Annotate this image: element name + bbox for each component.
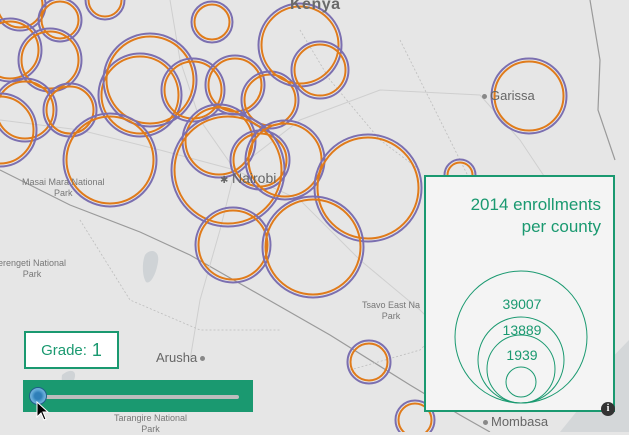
- grade-slider-panel: [23, 380, 253, 412]
- park-label-masai-mara: Masai Mara National Park: [22, 177, 105, 198]
- legend-title: 2014 enrollments per county: [470, 195, 601, 236]
- enrollment-circle: [173, 115, 283, 225]
- legend-circle-smallest: [505, 366, 537, 398]
- mouse-cursor-icon: [36, 401, 50, 421]
- enrollment-circle: [0, 95, 35, 165]
- city-dot-icon: [482, 94, 487, 100]
- enrollment-circle: [100, 55, 180, 135]
- enrollment-circle: [105, 35, 195, 125]
- park-label-tarangire: Tarangire National Park: [114, 413, 188, 434]
- park-label-tsavo-east: Tsavo East Na Park: [362, 300, 421, 321]
- legend-panel: 2014 enrollments per county 39007 13889 …: [424, 175, 615, 412]
- enrollment-circle: [193, 3, 231, 41]
- legend-circle-small: [486, 334, 556, 404]
- enrollment-circle: [40, 0, 80, 40]
- enrollment-circle: [20, 30, 80, 90]
- enrollment-circle-outline: [313, 133, 423, 243]
- enrollment-circle: [316, 136, 420, 240]
- grade-value: 1: [91, 339, 102, 360]
- enrollment-circle-outline: [0, 92, 38, 168]
- park-label-serengeti: erengeti National Park: [0, 258, 67, 279]
- enrollment-circle: [184, 106, 254, 176]
- info-icon[interactable]: i: [601, 402, 615, 416]
- enrollment-circle: [87, 0, 123, 18]
- capital-star-icon: ✱: [220, 175, 229, 186]
- enrollment-circle: [45, 85, 95, 135]
- enrollment-circle: [349, 342, 389, 382]
- grade-display: Grade: 1: [24, 331, 119, 369]
- lake-shape: [142, 250, 159, 283]
- enrollment-circle: [65, 115, 155, 205]
- city-label-arusha: Arusha: [156, 350, 208, 365]
- enrollment-circle-outline: [37, 0, 83, 43]
- enrollment-circle: [0, 80, 55, 140]
- city-label-mombasa: Mombasa: [480, 414, 548, 429]
- grade-slider-track[interactable]: [39, 395, 239, 399]
- legend-value-medium: 13889: [502, 322, 542, 338]
- enrollment-circle-outline: [62, 112, 158, 208]
- enrollment-circle: [0, 0, 44, 29]
- city-label-garissa: Garissa: [479, 88, 535, 103]
- legend-value-small: 1939: [506, 347, 538, 363]
- country-label-kenya: Kenya: [290, 0, 341, 13]
- city-dot-icon: [483, 420, 488, 426]
- enrollment-circle-outline: [160, 57, 226, 123]
- grade-label: Grade:: [41, 341, 87, 359]
- enrollment-circle-outline: [346, 339, 392, 385]
- enrollment-circle-outline: [261, 195, 365, 299]
- enrollment-circle-outline: [102, 32, 198, 128]
- enrollment-circle-outline: [244, 119, 326, 201]
- legend-value-large: 39007: [502, 296, 542, 312]
- enrollment-circle: [0, 20, 40, 80]
- enrollment-circle-outline: [0, 77, 58, 143]
- enrollment-circle: [264, 198, 362, 296]
- city-label-nairobi: ✱ Nairobi: [220, 170, 277, 186]
- enrollment-circle: [293, 43, 347, 97]
- enrollment-circle-outline: [394, 399, 436, 432]
- enrollment-circle: [260, 5, 340, 85]
- enrollment-circle-outline: [290, 40, 350, 100]
- enrollment-circle-outline: [190, 0, 234, 44]
- city-dot-icon: [200, 356, 206, 362]
- enrollment-circle-outline: [84, 0, 126, 21]
- enrollment-circle-outline: [194, 206, 272, 284]
- enrollment-circle-outline: [170, 112, 286, 228]
- enrollment-circle: [397, 402, 433, 432]
- enrollment-circle: [197, 209, 269, 281]
- enrollment-circle-outline: [240, 70, 300, 130]
- legend-circles: [454, 270, 588, 404]
- enrollment-circle-outline: [490, 57, 568, 135]
- enrollment-circle: [493, 60, 565, 132]
- enrollment-circle-outline: [97, 52, 183, 138]
